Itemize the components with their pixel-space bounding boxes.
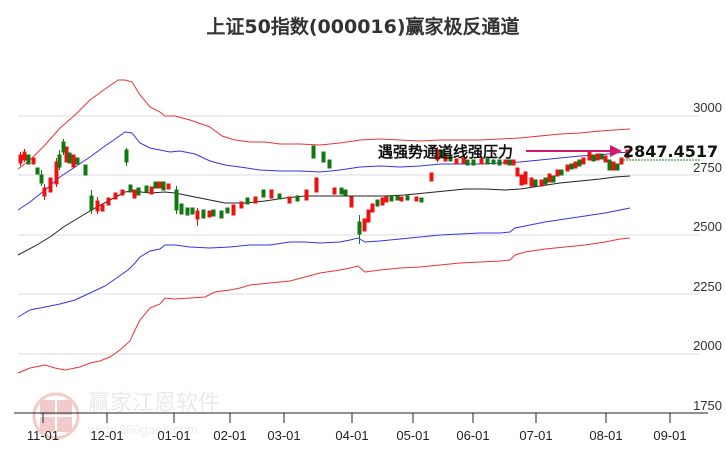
- x-tick-08-01: 08-01: [589, 428, 622, 443]
- watermark-url: www.360gann.com: [87, 422, 198, 437]
- x-tick-03-01: 03-01: [267, 428, 300, 443]
- candle-up-group: [18, 146, 630, 232]
- x-tick-05-01: 05-01: [396, 428, 429, 443]
- annotation-label: 遇强势通道线强压力: [378, 143, 513, 161]
- y-tick-2750: 2750: [693, 160, 722, 175]
- x-tick-07-01: 07-01: [519, 428, 552, 443]
- watermark: 赢家江恩软件 www.360gann.com: [32, 391, 220, 440]
- y-tick-3000: 3000: [693, 100, 722, 115]
- y-tick-2500: 2500: [693, 219, 722, 234]
- x-axis: 11-01 12-01 01-01 02-01 03-01 04-01 05-0…: [14, 412, 708, 443]
- chart-title: 上证50指数(000016)赢家极反通道: [206, 16, 520, 38]
- x-tick-06-01: 06-01: [456, 428, 489, 443]
- y-tick-1750: 1750: [693, 398, 722, 413]
- candle-down-group: [26, 139, 620, 244]
- y-axis: 3000 2750 2500 2250 2000 1750: [693, 100, 722, 413]
- x-tick-01-01: 01-01: [157, 428, 190, 443]
- y-tick-2250: 2250: [693, 279, 722, 294]
- x-tick-11-01: 11-01: [27, 428, 59, 443]
- x-tick-02-01: 02-01: [213, 428, 246, 443]
- x-tick-04-01: 04-01: [335, 428, 368, 443]
- watermark-brand: 赢家江恩软件: [88, 391, 220, 416]
- outer-lower-band: [17, 237, 631, 374]
- candlesticks: [18, 139, 630, 244]
- x-tick-12-01: 12-01: [90, 428, 123, 443]
- pressure-annotation: 遇强势通道线强压力 2847.4517: [378, 142, 718, 161]
- x-tick-09-01: 09-01: [653, 428, 686, 443]
- outer-upper-band: [17, 79, 631, 170]
- annotation-value: 2847.4517: [623, 142, 718, 161]
- arrow-right-icon: [610, 145, 622, 157]
- inner-lower-band: [17, 207, 631, 318]
- y-tick-2000: 2000: [693, 338, 722, 353]
